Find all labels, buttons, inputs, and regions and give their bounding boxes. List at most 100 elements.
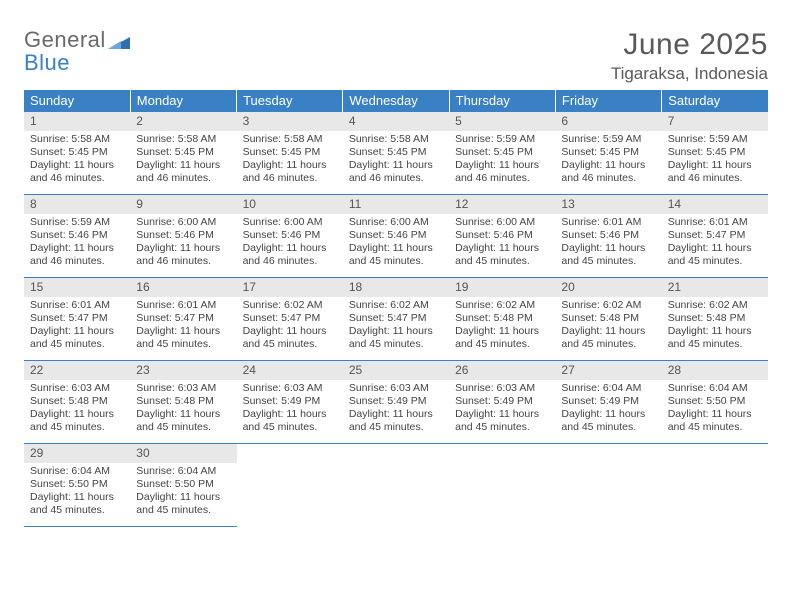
day-body: Sunrise: 5:58 AMSunset: 5:45 PMDaylight:… [130, 131, 236, 190]
sunrise-line: Sunrise: 6:00 AM [455, 216, 549, 229]
sunset-line: Sunset: 5:46 PM [561, 229, 655, 242]
day-number: 11 [343, 195, 449, 214]
sunrise-line: Sunrise: 6:00 AM [136, 216, 230, 229]
day-number: 4 [343, 112, 449, 131]
daylight-line-1: Daylight: 11 hours [136, 159, 230, 172]
daylight-line-2: and 45 minutes. [136, 338, 230, 351]
daylight-line-1: Daylight: 11 hours [455, 159, 549, 172]
sunset-line: Sunset: 5:49 PM [455, 395, 549, 408]
daylight-line-1: Daylight: 11 hours [136, 325, 230, 338]
daylight-line-1: Daylight: 11 hours [668, 408, 762, 421]
day-body: Sunrise: 6:02 AMSunset: 5:48 PMDaylight:… [662, 297, 768, 356]
weekday-header: Wednesday [343, 90, 449, 112]
day-cell: 2Sunrise: 5:58 AMSunset: 5:45 PMDaylight… [130, 112, 236, 195]
sunset-line: Sunset: 5:45 PM [136, 146, 230, 159]
daylight-line-2: and 45 minutes. [30, 504, 124, 517]
sunset-line: Sunset: 5:49 PM [349, 395, 443, 408]
day-cell: 18Sunrise: 6:02 AMSunset: 5:47 PMDayligh… [343, 278, 449, 361]
day-cell: 6Sunrise: 5:59 AMSunset: 5:45 PMDaylight… [555, 112, 661, 195]
header: GeneralBlue June 2025 Tigaraksa, Indones… [24, 28, 768, 84]
daylight-line-1: Daylight: 11 hours [668, 159, 762, 172]
sunrise-line: Sunrise: 5:58 AM [136, 133, 230, 146]
day-cell: 21Sunrise: 6:02 AMSunset: 5:48 PMDayligh… [662, 278, 768, 361]
daylight-line-1: Daylight: 11 hours [561, 242, 655, 255]
daylight-line-2: and 46 minutes. [136, 172, 230, 185]
daylight-line-2: and 45 minutes. [349, 421, 443, 434]
day-body: Sunrise: 6:02 AMSunset: 5:47 PMDaylight:… [343, 297, 449, 356]
weekday-header: Friday [555, 90, 661, 112]
day-cell: 11Sunrise: 6:00 AMSunset: 5:46 PMDayligh… [343, 195, 449, 278]
daylight-line-1: Daylight: 11 hours [243, 325, 337, 338]
daylight-line-1: Daylight: 11 hours [455, 325, 549, 338]
daylight-line-2: and 45 minutes. [561, 338, 655, 351]
sunset-line: Sunset: 5:45 PM [455, 146, 549, 159]
daylight-line-2: and 45 minutes. [243, 338, 337, 351]
sunrise-line: Sunrise: 6:04 AM [136, 465, 230, 478]
day-body: Sunrise: 5:59 AMSunset: 5:45 PMDaylight:… [555, 131, 661, 190]
sunrise-line: Sunrise: 6:01 AM [668, 216, 762, 229]
day-body: Sunrise: 5:58 AMSunset: 5:45 PMDaylight:… [24, 131, 130, 190]
day-number: 30 [130, 444, 236, 463]
daylight-line-1: Daylight: 11 hours [243, 408, 337, 421]
daylight-line-2: and 45 minutes. [136, 504, 230, 517]
day-body: Sunrise: 6:00 AMSunset: 5:46 PMDaylight:… [237, 214, 343, 273]
day-body: Sunrise: 6:01 AMSunset: 5:47 PMDaylight:… [130, 297, 236, 356]
sunset-line: Sunset: 5:49 PM [243, 395, 337, 408]
day-cell: 17Sunrise: 6:02 AMSunset: 5:47 PMDayligh… [237, 278, 343, 361]
day-number: 20 [555, 278, 661, 297]
calendar-table: SundayMondayTuesdayWednesdayThursdayFrid… [24, 90, 768, 527]
day-number: 8 [24, 195, 130, 214]
daylight-line-1: Daylight: 11 hours [30, 242, 124, 255]
sunset-line: Sunset: 5:47 PM [243, 312, 337, 325]
sunrise-line: Sunrise: 6:00 AM [349, 216, 443, 229]
day-body: Sunrise: 6:01 AMSunset: 5:46 PMDaylight:… [555, 214, 661, 273]
daylight-line-1: Daylight: 11 hours [561, 159, 655, 172]
daylight-line-1: Daylight: 11 hours [455, 408, 549, 421]
daylight-line-1: Daylight: 11 hours [136, 408, 230, 421]
day-cell: 27Sunrise: 6:04 AMSunset: 5:49 PMDayligh… [555, 361, 661, 444]
day-number: 22 [24, 361, 130, 380]
week-row: 1Sunrise: 5:58 AMSunset: 5:45 PMDaylight… [24, 112, 768, 195]
sunrise-line: Sunrise: 6:03 AM [30, 382, 124, 395]
sunrise-line: Sunrise: 5:59 AM [30, 216, 124, 229]
sunrise-line: Sunrise: 6:03 AM [136, 382, 230, 395]
day-cell: 22Sunrise: 6:03 AMSunset: 5:48 PMDayligh… [24, 361, 130, 444]
day-cell: 4Sunrise: 5:58 AMSunset: 5:45 PMDaylight… [343, 112, 449, 195]
day-body: Sunrise: 6:03 AMSunset: 5:49 PMDaylight:… [343, 380, 449, 439]
sunset-line: Sunset: 5:47 PM [30, 312, 124, 325]
day-number: 15 [24, 278, 130, 297]
day-number: 18 [343, 278, 449, 297]
sunset-line: Sunset: 5:48 PM [136, 395, 230, 408]
day-cell: 5Sunrise: 5:59 AMSunset: 5:45 PMDaylight… [449, 112, 555, 195]
weekday-header: Saturday [662, 90, 768, 112]
daylight-line-1: Daylight: 11 hours [668, 325, 762, 338]
logo-text-1: General [24, 27, 106, 52]
daylight-line-2: and 46 minutes. [455, 172, 549, 185]
day-number: 19 [449, 278, 555, 297]
daylight-line-2: and 46 minutes. [243, 255, 337, 268]
day-number: 16 [130, 278, 236, 297]
day-number: 13 [555, 195, 661, 214]
sunset-line: Sunset: 5:49 PM [561, 395, 655, 408]
empty-cell [343, 444, 449, 527]
sunrise-line: Sunrise: 6:02 AM [243, 299, 337, 312]
daylight-line-2: and 45 minutes. [455, 338, 549, 351]
daylight-line-1: Daylight: 11 hours [136, 242, 230, 255]
sunset-line: Sunset: 5:47 PM [349, 312, 443, 325]
day-cell: 20Sunrise: 6:02 AMSunset: 5:48 PMDayligh… [555, 278, 661, 361]
sunset-line: Sunset: 5:45 PM [561, 146, 655, 159]
weekday-header: Monday [130, 90, 236, 112]
calendar-body: 1Sunrise: 5:58 AMSunset: 5:45 PMDaylight… [24, 112, 768, 527]
day-body: Sunrise: 5:59 AMSunset: 5:45 PMDaylight:… [662, 131, 768, 190]
sunrise-line: Sunrise: 6:00 AM [243, 216, 337, 229]
sunset-line: Sunset: 5:48 PM [668, 312, 762, 325]
daylight-line-1: Daylight: 11 hours [668, 242, 762, 255]
daylight-line-1: Daylight: 11 hours [243, 159, 337, 172]
calendar-page: GeneralBlue June 2025 Tigaraksa, Indones… [0, 0, 792, 551]
daylight-line-2: and 45 minutes. [455, 255, 549, 268]
day-body: Sunrise: 6:04 AMSunset: 5:49 PMDaylight:… [555, 380, 661, 439]
day-number: 28 [662, 361, 768, 380]
title-block: June 2025 Tigaraksa, Indonesia [611, 28, 768, 84]
day-cell: 7Sunrise: 5:59 AMSunset: 5:45 PMDaylight… [662, 112, 768, 195]
weekday-header: Thursday [449, 90, 555, 112]
